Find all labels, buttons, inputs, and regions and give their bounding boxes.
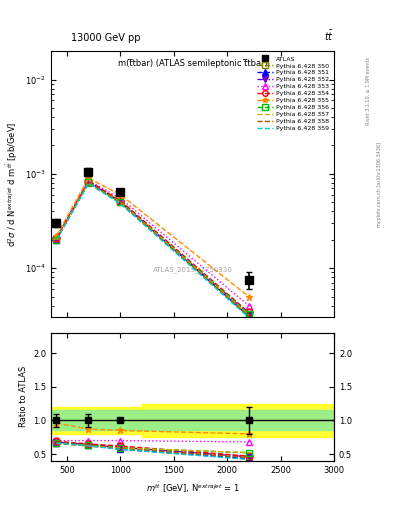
Bar — [51, 410, 334, 431]
Y-axis label: d$^2\sigma$ / d N$^{extra jet}$ d m$^{t\bar{t}}$ [pb/GeV]: d$^2\sigma$ / d N$^{extra jet}$ d m$^{t\… — [4, 122, 20, 247]
Text: mcplots.cern.ch [arXiv:1306.3436]: mcplots.cern.ch [arXiv:1306.3436] — [377, 142, 382, 227]
Text: Rivet 3.1.10, ≥ 1.9M events: Rivet 3.1.10, ≥ 1.9M events — [365, 57, 371, 125]
Legend: ATLAS, Pythia 6.428 350, Pythia 6.428 351, Pythia 6.428 352, Pythia 6.428 353, P: ATLAS, Pythia 6.428 350, Pythia 6.428 35… — [255, 54, 331, 133]
Text: 13000 GeV pp: 13000 GeV pp — [71, 33, 140, 43]
X-axis label: $m^{t\bar{t}}$ [GeV], N$^{extra jet}$ = 1: $m^{t\bar{t}}$ [GeV], N$^{extra jet}$ = … — [146, 480, 239, 495]
Text: m(t̅tbar) (ATLAS semileptonic t̅tbar): m(t̅tbar) (ATLAS semileptonic t̅tbar) — [118, 59, 268, 68]
Bar — [51, 407, 142, 434]
Y-axis label: Ratio to ATLAS: Ratio to ATLAS — [18, 366, 28, 428]
Bar — [142, 403, 334, 437]
Text: $t\bar{t}$: $t\bar{t}$ — [324, 29, 334, 43]
Text: ATLAS_2019_I1750330: ATLAS_2019_I1750330 — [152, 266, 233, 273]
